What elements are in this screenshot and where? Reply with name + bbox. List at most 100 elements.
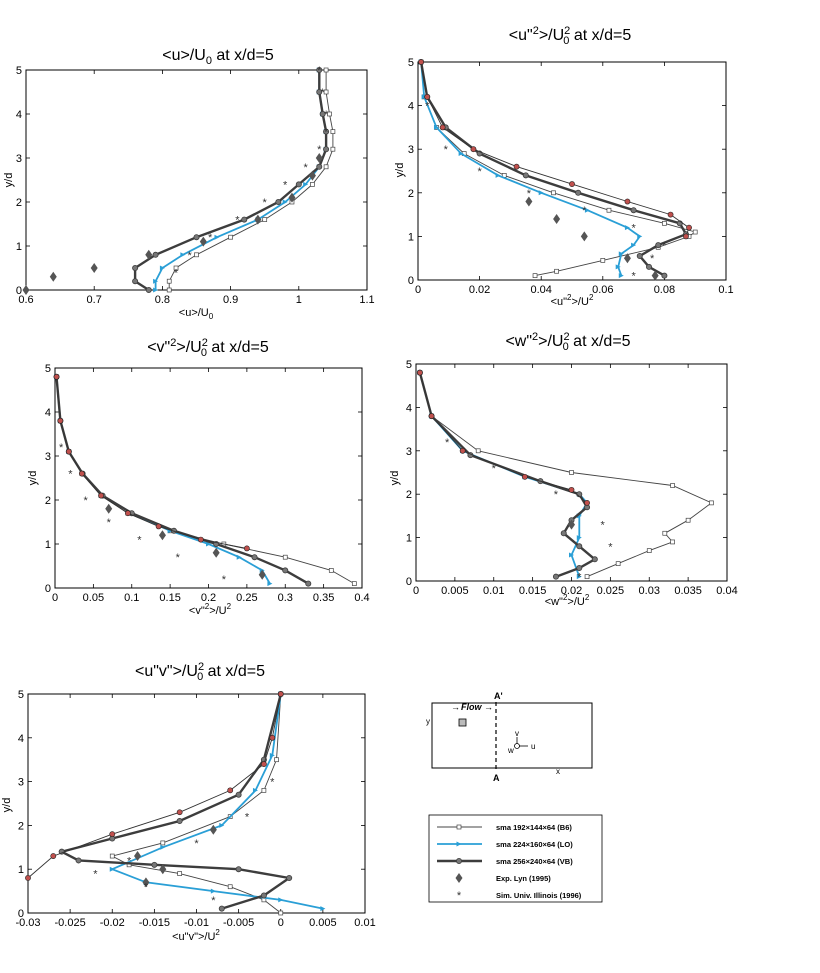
vv-xtick-label: 0.2 bbox=[201, 592, 216, 604]
vv-series-LO-point bbox=[236, 554, 242, 560]
vv-series-LO-point bbox=[267, 581, 273, 587]
uv-xtick-label: 0 bbox=[278, 917, 284, 929]
vv-series-Lyn-point bbox=[258, 569, 266, 580]
vv-series-B6-line bbox=[56, 376, 355, 584]
uu-series-LO-point bbox=[495, 172, 501, 178]
panel-u-mean-ylabel: y/d bbox=[3, 173, 15, 188]
u_mean-series-B6-point bbox=[310, 182, 315, 187]
uu-series-UIUC-point: * bbox=[425, 101, 430, 113]
uu-series-red-line bbox=[420, 61, 690, 237]
uv-xtick-label: -0.005 bbox=[223, 917, 254, 929]
u_mean-series-B6-point bbox=[194, 252, 199, 258]
u_mean-series-Lyn-point bbox=[49, 271, 57, 282]
uu-series-LO-point bbox=[538, 190, 544, 196]
panel-uu-ylabel: y/d bbox=[394, 163, 406, 178]
u_mean-series-B6-line bbox=[168, 70, 334, 290]
uv-series-red-line bbox=[27, 693, 282, 879]
vv-series-Lyn-point bbox=[158, 530, 166, 541]
ww-xtick-label: 0.005 bbox=[441, 585, 469, 597]
schematic-label-a-top: A' bbox=[494, 691, 503, 701]
u_mean-series-VB-point bbox=[295, 181, 302, 188]
uv-series-B6-point bbox=[278, 910, 284, 916]
u_mean-series-Lyn-point bbox=[199, 236, 207, 247]
u_mean-series-B6-point bbox=[166, 287, 172, 293]
uv-series-VB-point bbox=[286, 874, 293, 881]
uu-series-VB-point bbox=[661, 272, 668, 279]
u_mean-series-B6-point bbox=[228, 234, 233, 240]
ww-series-red-point bbox=[416, 369, 423, 376]
uu-series-LO-line bbox=[420, 61, 642, 276]
ww-xtick-label: 0.015 bbox=[519, 585, 547, 597]
u_mean-series-LO-point bbox=[282, 199, 288, 205]
u_mean-series-Lyn-point bbox=[315, 153, 323, 163]
vv-series-red-point bbox=[197, 536, 204, 543]
ww-series-B6-point bbox=[670, 539, 675, 545]
u_mean-series-VB-point bbox=[323, 146, 330, 153]
u_mean-series-B6-point bbox=[323, 89, 329, 95]
u_mean-xtick-label: 1.1 bbox=[359, 294, 374, 306]
ww-xtick-label: 0.03 bbox=[639, 585, 660, 597]
uv-series-UIUC-point: * bbox=[245, 812, 250, 824]
panel-u-mean: <u>/U0 at x/d=5 0.6 0.7 0.8 0.9 1 1.1012345**… bbox=[3, 47, 375, 321]
u_mean-ytick-label: 4 bbox=[16, 109, 22, 121]
panel-vv-xlabel: <v"2>/U2 bbox=[189, 602, 232, 617]
uv-series-VB-point bbox=[260, 892, 267, 899]
uv-series-UIUC-point: * bbox=[194, 838, 199, 850]
u_mean-series-Lyn-point bbox=[145, 249, 153, 260]
uv-series-VB-point bbox=[176, 818, 183, 825]
ww-series-B6-point bbox=[569, 470, 574, 475]
uu-series-red-point bbox=[624, 198, 631, 205]
uv-xtick-label: -0.015 bbox=[139, 917, 170, 929]
vv-series-UIUC-point: * bbox=[176, 552, 181, 564]
vv-ytick-label: 0 bbox=[45, 583, 51, 595]
vv-series-UIUC-point: * bbox=[107, 517, 112, 529]
panel-uu-xlabel: <u"2>/U2 bbox=[551, 293, 594, 308]
uu-series-VB-point bbox=[522, 172, 529, 179]
vv-ytick-label: 1 bbox=[45, 539, 51, 551]
u_mean-series-LO-point bbox=[303, 181, 309, 187]
u_mean-series-Lyn-point bbox=[254, 214, 262, 225]
uu-series-LO-point bbox=[618, 251, 624, 257]
ww-ytick-label: 1 bbox=[406, 533, 412, 545]
u_mean-series-VB-point bbox=[275, 198, 282, 205]
panel-u-mean-title: <u>/U0 at x/d=5 bbox=[162, 47, 274, 67]
u_mean-series-B6-point bbox=[330, 146, 336, 152]
panel-vv-plot: 0 0.05 0.1 0.15 0.2 0.25 0.3 0.35 0.4 0 1 2 3 4 5 * * * * *… bbox=[45, 363, 370, 604]
u_mean-series-B6-point bbox=[166, 278, 172, 284]
legend-marker-B6 bbox=[456, 824, 462, 830]
uu-series-Lyn-point bbox=[525, 196, 533, 207]
vv-xtick-label: 0.3 bbox=[278, 592, 293, 604]
ww-series-UIUC-point: * bbox=[608, 541, 613, 553]
panel-uv-frame bbox=[27, 693, 366, 914]
uu-series-Lyn-point bbox=[580, 231, 588, 242]
uv-series-B6-point bbox=[177, 871, 182, 876]
u_mean-series-UIUC-point: * bbox=[235, 215, 240, 227]
u_mean-series-VB-point bbox=[132, 264, 139, 271]
uu-series-red-point bbox=[470, 146, 477, 153]
legend: sma 192×144×64 (B6) sma 224×160×64 (LO) sm… bbox=[428, 814, 603, 903]
vv-series-VB-point bbox=[251, 554, 258, 561]
ww-series-red-line bbox=[419, 372, 588, 504]
uu-series-red-point bbox=[667, 211, 674, 218]
u_mean-series-UIUC-point: * bbox=[303, 162, 308, 174]
ww-ytick-label: 5 bbox=[406, 359, 412, 371]
panel-uv-ylabel: y/d bbox=[1, 798, 13, 813]
uu-series-LO-point bbox=[618, 273, 624, 279]
schematic-label-x: x bbox=[556, 767, 560, 776]
uu-series-red-point bbox=[424, 93, 431, 100]
uv-series-LO-point bbox=[210, 888, 216, 894]
vv-xtick-label: 0.1 bbox=[124, 592, 139, 604]
vv-series-Lyn-point bbox=[212, 547, 220, 558]
uv-series-LO-point bbox=[252, 787, 258, 793]
u_mean-xtick-label: 0.9 bbox=[223, 294, 238, 306]
vv-xtick-label: 0.35 bbox=[313, 592, 334, 604]
uv-series-red-point bbox=[227, 787, 234, 794]
uv-ytick-label: 2 bbox=[18, 820, 24, 832]
uv-series-VB-point bbox=[218, 905, 225, 912]
u_mean-xtick-label: 0.8 bbox=[155, 294, 170, 306]
ww-series-VB-point bbox=[576, 543, 583, 550]
u_mean-series-B6-point bbox=[173, 265, 179, 271]
uv-series-red-point bbox=[260, 761, 267, 767]
uu-series-B6-point bbox=[606, 207, 612, 213]
